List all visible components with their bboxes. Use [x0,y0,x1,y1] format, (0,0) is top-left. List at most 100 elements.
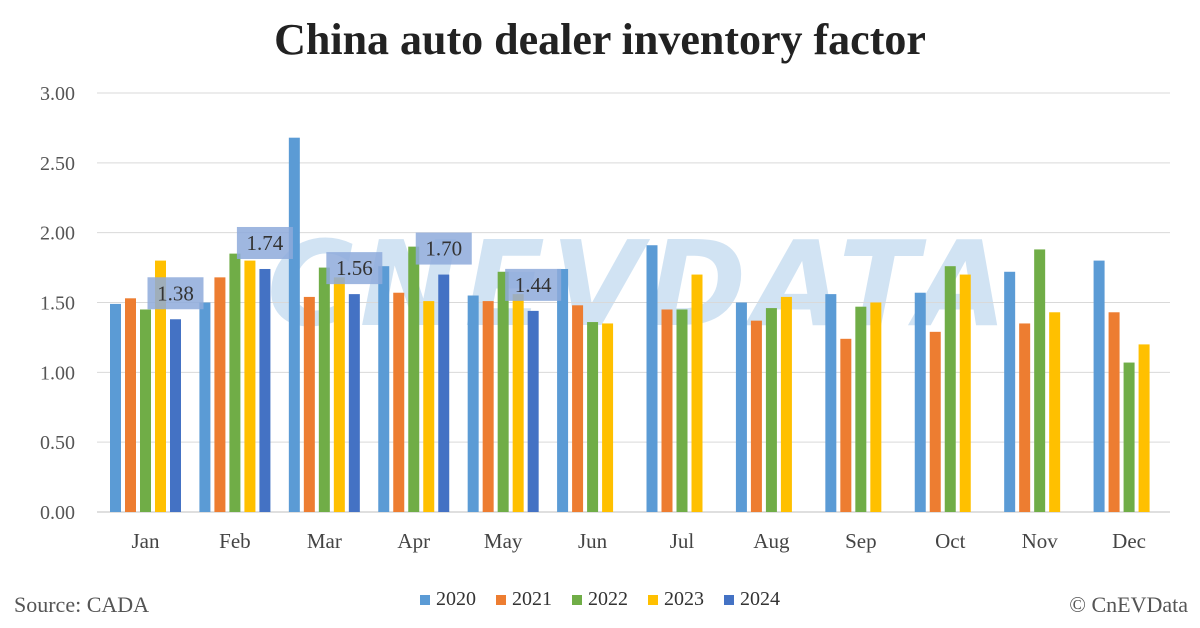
legend-label: 2021 [512,588,552,610]
bar-2022-aug [765,308,777,512]
bar-2023-apr [423,301,435,512]
bar-2022-feb [229,253,241,512]
y-tick-label: 2.50 [40,153,75,175]
bar-2023-aug [780,296,792,512]
bar-2022-may [497,271,509,512]
legend-swatch [420,594,430,605]
data-labels: 1.38 1.74 1.56 1.70 1.44 [147,226,562,310]
x-tick-label: Aug [753,529,790,553]
legend-label: 2024 [740,588,780,610]
y-tick-label: 0.00 [40,502,75,524]
bar-2022-sep [855,306,867,512]
x-tick-label: Sep [845,529,877,553]
bar-2020-dec [1093,260,1105,512]
legend-swatch [496,594,506,605]
bar-2021-dec [1108,312,1120,512]
data-label: 1.74 [247,231,284,255]
x-tick-label: Feb [219,529,251,553]
chart-title: China auto dealer inventory factor [274,15,926,64]
bars [110,137,1150,512]
bar-2020-jul [646,245,658,512]
bar-2024-feb [259,268,271,512]
bar-2022-mar [318,267,330,512]
legend-item-2021: 2021 [496,588,552,611]
data-label-box [415,232,472,265]
bar-2023-nov [1049,312,1061,512]
bar-2024-jan [170,319,181,512]
bar-2020-jan [110,303,121,512]
bar-2021-feb [214,277,226,512]
bar-2021-may [482,301,494,512]
x-tick-label: Jul [670,529,695,553]
bar-2020-aug [735,302,747,512]
bar-2023-oct [959,274,971,512]
bar-2021-jun [572,305,584,512]
legend-item-2020: 2020 [420,588,476,611]
bar-2021-sep [840,338,852,512]
bar-2021-jan [125,298,136,512]
y-tick-label: 3.00 [40,83,75,105]
bar-2022-dec [1123,362,1135,512]
bar-2023-jan [155,260,166,512]
legend-swatch [572,594,582,605]
x-tick-label: Apr [397,529,430,553]
bar-2023-feb [244,260,256,512]
x-tick-label: Jan [132,529,160,553]
bar-2022-oct [944,266,956,512]
legend-label: 2023 [664,588,704,610]
bar-2024-may [527,310,539,512]
x-tick-label: Dec [1112,529,1146,553]
data-label-box [505,268,562,301]
bar-2020-may [467,295,479,512]
bar-2023-jun [602,323,614,512]
bar-2022-jun [587,322,599,512]
bar-2021-aug [750,320,762,512]
bar-2021-nov [1019,323,1031,512]
legend-item-2024: 2024 [724,588,780,611]
x-tick-label: Oct [935,529,965,553]
data-label: 1.38 [157,281,194,305]
data-label: 1.70 [425,237,462,261]
data-label-box [326,252,383,285]
bar-2024-mar [348,294,360,512]
bar-2022-nov [1034,249,1046,512]
axis-labels: 0.00 0.50 1.00 1.50 2.00 2.50 3.00 Jan Feb Mar Apr… [40,83,1146,553]
bar-2021-apr [393,292,405,512]
x-tick-label: Nov [1022,529,1059,553]
x-tick-label: May [484,529,523,553]
bar-2021-jul [661,309,673,512]
y-tick-label: 1.50 [40,293,75,315]
bar-2022-jul [676,309,688,512]
legend-label: 2020 [436,588,476,610]
bar-2023-jul [691,274,703,512]
bar-2020-mar [288,137,300,512]
bar-2022-jan [140,309,151,512]
bar-2020-oct [914,292,926,512]
bar-2021-oct [929,331,941,512]
copyright-note: © CnEVData [1069,592,1188,617]
legend-swatch [648,594,658,605]
bar-2023-mar [333,277,345,512]
bar-2023-dec [1138,344,1150,512]
bar-2021-mar [303,296,315,512]
bar-2023-may [512,294,524,512]
watermark-text: CNEVDATA [267,215,1013,353]
data-label-box [236,226,293,259]
legend: 2020 2021 2022 2023 2024 [0,588,1200,611]
legend-swatch [724,594,734,605]
bar-2020-sep [825,294,837,512]
y-tick-label: 0.50 [40,432,75,454]
x-tick-label: Mar [307,529,342,553]
data-label: 1.56 [336,256,373,280]
bar-2020-nov [1004,271,1016,512]
legend-item-2022: 2022 [572,588,628,611]
source-note: Source: CADA [14,592,150,617]
data-label-box [147,277,204,310]
bar-2020-apr [378,266,390,512]
x-tick-label: Jun [578,529,608,553]
data-label: 1.44 [515,273,552,297]
watermark: CNEVDATA [267,215,1013,353]
y-tick-label: 1.00 [40,362,75,384]
legend-label: 2022 [588,588,628,610]
